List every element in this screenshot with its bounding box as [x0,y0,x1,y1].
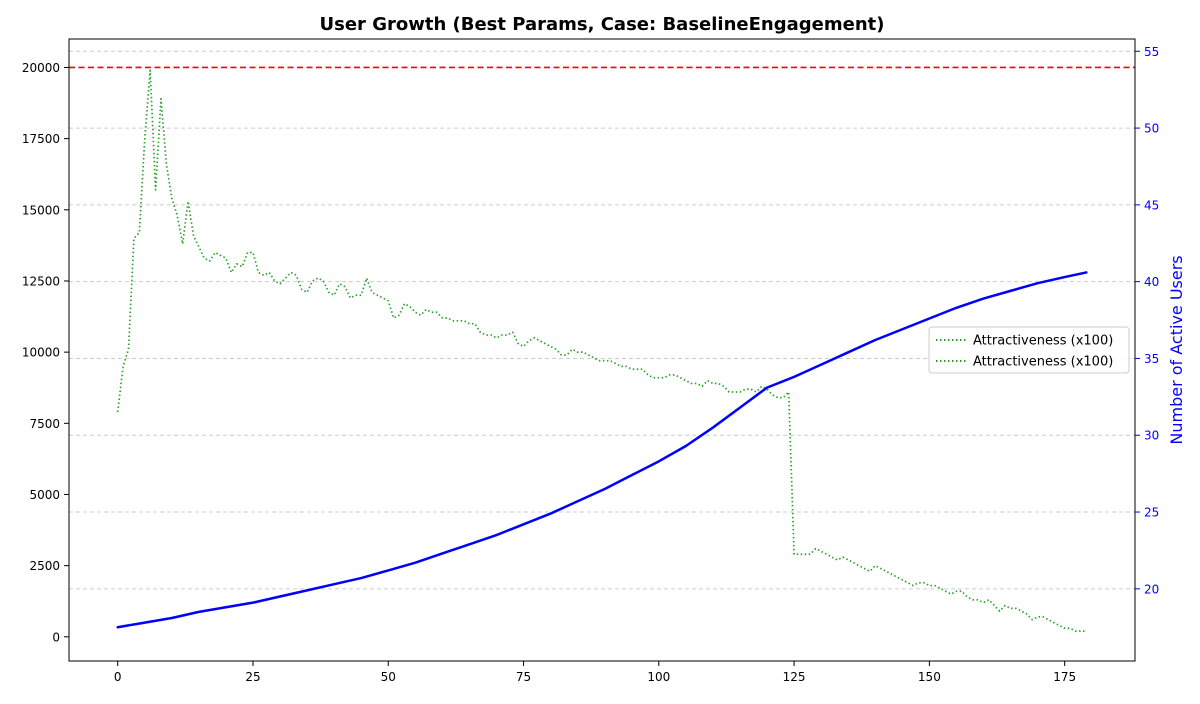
y-axis-left: 0 2500 5000 7500 10000 12500 15000 17500 20000 [22,61,69,644]
y-right-tick-label-1: 25 [1144,506,1159,520]
y-right-tick-label-5: 45 [1144,198,1159,212]
y-left-tick-label-6: 15000 [22,203,60,217]
legend-label-2: Attractiveness (x100) [973,355,1113,370]
y-left-tick-label-1: 2500 [29,559,60,573]
y-left-tick-label-8: 20000 [22,61,60,75]
grid-lines [69,50,1135,590]
y-right-tick-label-7: 55 [1144,45,1159,59]
y-left-tick-label-0: 0 [52,630,60,644]
x-tick-label-3: 75 [516,670,531,684]
x-tick-label-0: 0 [114,670,122,684]
y-left-tick-label-5: 12500 [22,274,60,288]
y-axis-right-label: Number of Active Users [1167,255,1186,444]
y-right-tick-label-6: 50 [1144,122,1159,136]
y-left-tick-label-4: 10000 [22,346,60,360]
x-axis: 0 25 50 75 100 125 150 175 [114,661,1076,684]
y-right-tick-label-4: 40 [1144,275,1159,289]
plot-frame [68,38,1136,662]
x-tick-label-1: 25 [245,670,260,684]
y-left-tick-label-3: 7500 [29,417,60,431]
y-right-tick-label-2: 30 [1144,429,1159,443]
x-tick-label-6: 150 [918,670,941,684]
y-left-tick-label-2: 5000 [29,488,60,502]
x-tick-label-7: 175 [1053,670,1076,684]
series-line-2 [116,271,1088,629]
legend-label-1: Attractiveness (x100) [973,334,1113,349]
chart-title: User Growth (Best Params, Case: Baseline… [320,14,885,35]
y-axis-right: 20 25 30 35 40 45 50 55 [1135,45,1159,596]
x-tick-label-2: 50 [381,670,396,684]
x-tick-label-5: 125 [783,670,806,684]
x-tick-label-4: 100 [647,670,670,684]
series-group [116,69,1088,632]
y-right-tick-label-3: 35 [1144,352,1159,366]
y-left-tick-label-7: 17500 [22,132,60,146]
y-right-tick-label-0: 20 [1144,582,1159,596]
legend-box [928,326,1130,374]
legend: Attractiveness (x100) Attractiveness (x1… [928,326,1130,374]
